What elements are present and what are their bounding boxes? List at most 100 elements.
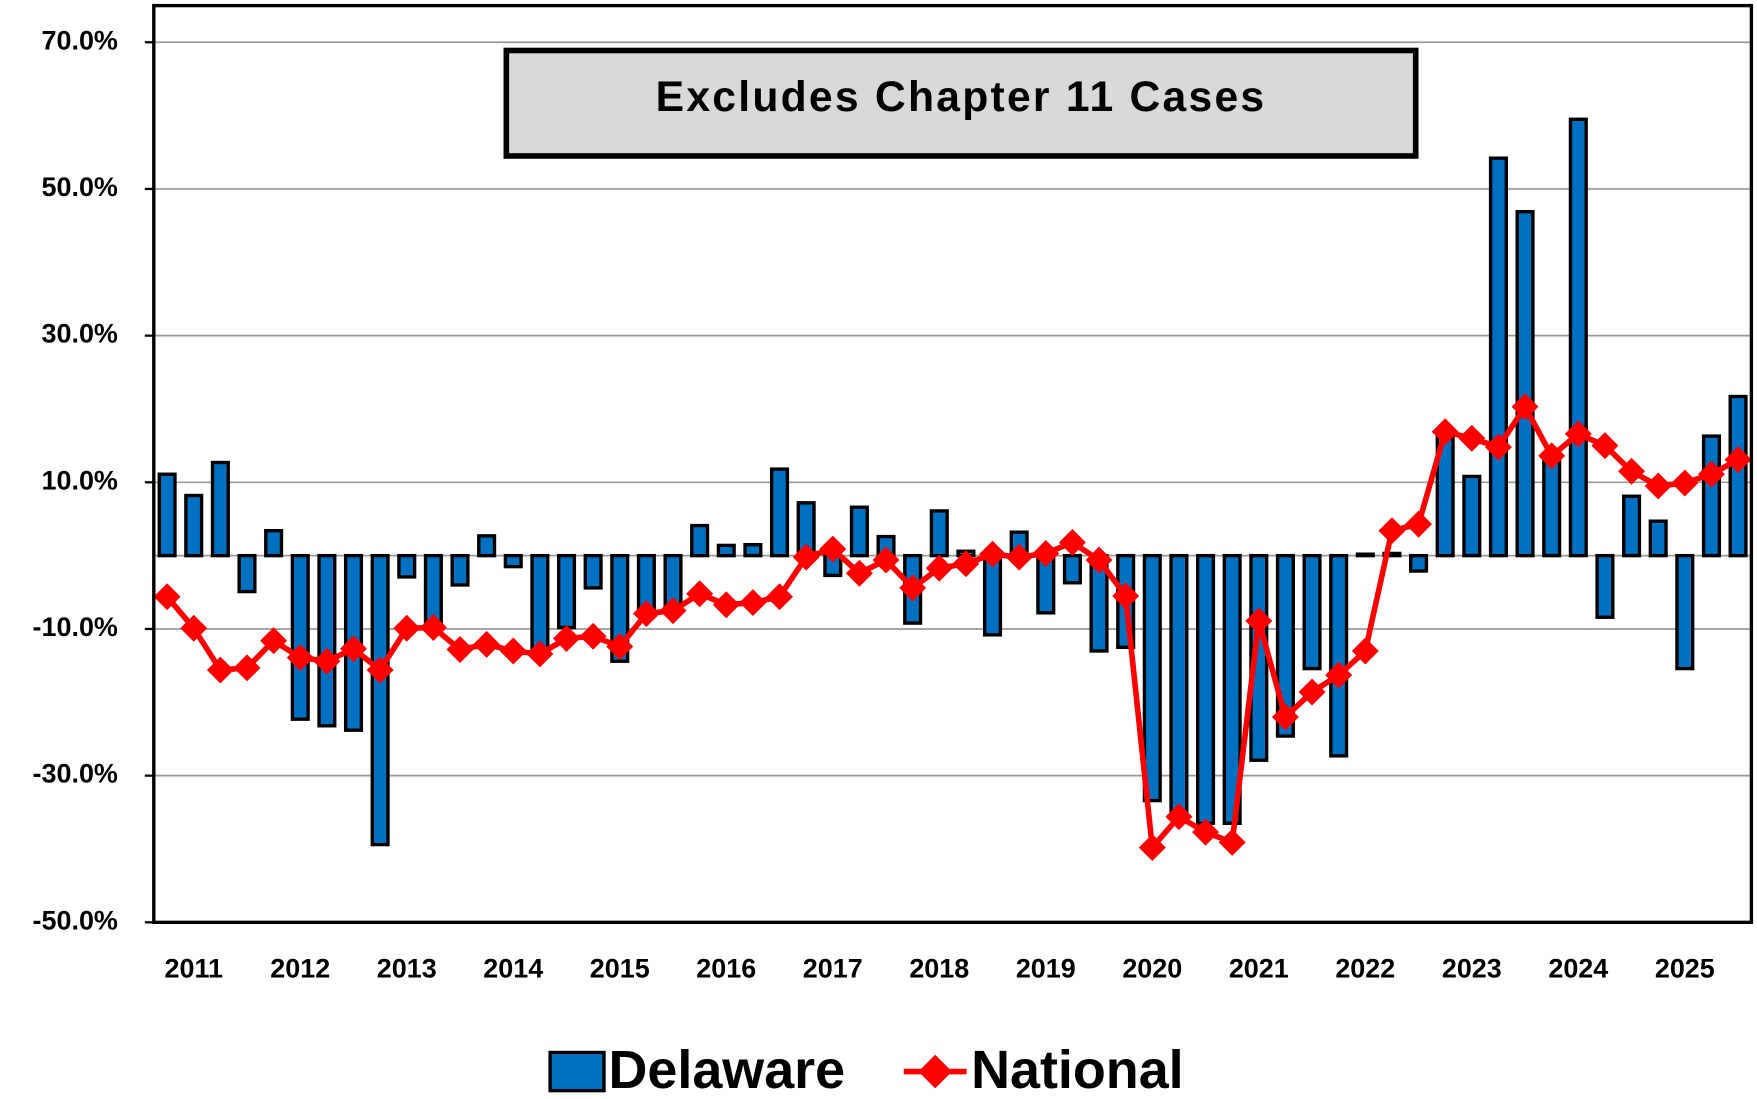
marker xyxy=(340,635,367,663)
bar xyxy=(397,553,417,579)
y-tick-label: 10.0% xyxy=(42,465,118,495)
bar xyxy=(237,553,257,594)
bar xyxy=(1196,553,1216,826)
x-tick-label: 2017 xyxy=(803,954,863,984)
marker xyxy=(979,540,1007,568)
bar xyxy=(690,523,710,558)
plot-frame xyxy=(152,3,1754,925)
marker xyxy=(1085,546,1113,574)
bar xyxy=(1275,553,1295,738)
marker xyxy=(446,636,474,663)
marker xyxy=(1458,424,1486,452)
marker xyxy=(1271,703,1299,731)
x-tick-label: 2018 xyxy=(909,954,969,984)
x-tick-label: 2025 xyxy=(1655,954,1715,984)
x-tick-label: 2014 xyxy=(483,954,543,984)
marker xyxy=(606,633,634,661)
legend-marker xyxy=(918,1054,953,1089)
x-tick-label: 2012 xyxy=(270,954,330,984)
bar xyxy=(1515,210,1535,558)
marker xyxy=(1192,818,1220,846)
marker xyxy=(313,647,341,675)
x-tick-label: 2023 xyxy=(1442,954,1502,984)
bar xyxy=(929,509,949,558)
marker xyxy=(1378,517,1406,545)
marker xyxy=(180,614,208,642)
marker xyxy=(766,583,793,611)
bar xyxy=(849,505,869,558)
y-tick-label: -10.0% xyxy=(33,612,118,642)
bar xyxy=(317,553,337,728)
marker xyxy=(1218,828,1246,856)
bar xyxy=(1488,156,1508,558)
bar xyxy=(583,553,603,590)
bar xyxy=(1355,552,1375,558)
y-tick-label: 70.0% xyxy=(42,25,118,55)
marker xyxy=(1697,460,1725,488)
bar xyxy=(1302,553,1322,671)
bar xyxy=(1409,553,1429,573)
marker xyxy=(819,535,847,563)
bar xyxy=(1169,553,1189,815)
legend-swatch xyxy=(548,1050,606,1093)
bar xyxy=(370,553,390,847)
bar xyxy=(716,543,736,558)
x-tick-label: 2020 xyxy=(1122,954,1182,984)
y-tick-label: -30.0% xyxy=(33,759,118,789)
y-tick-label: 30.0% xyxy=(42,319,118,349)
marker xyxy=(1058,528,1086,556)
marker xyxy=(925,554,953,582)
marker xyxy=(579,622,607,650)
marker xyxy=(499,637,527,665)
marker xyxy=(1484,433,1512,461)
marker xyxy=(366,656,394,684)
bar xyxy=(477,534,497,558)
bar xyxy=(610,553,630,663)
bar xyxy=(423,553,443,624)
bar xyxy=(290,553,310,721)
x-tick-label: 2022 xyxy=(1335,954,1395,984)
x-tick-label: 2011 xyxy=(165,954,223,984)
bar xyxy=(556,553,577,630)
bar xyxy=(1648,519,1668,558)
bar xyxy=(1701,434,1721,558)
annotation-box xyxy=(503,47,1419,159)
marker xyxy=(260,627,288,655)
bar xyxy=(1062,553,1082,585)
legend-label: National xyxy=(971,1040,1184,1094)
bar xyxy=(743,542,763,558)
bar xyxy=(1542,458,1562,558)
marker xyxy=(632,600,660,628)
bar xyxy=(450,553,470,587)
x-tick-label: 2015 xyxy=(590,954,650,984)
x-tick-label: 2016 xyxy=(696,954,756,984)
bar xyxy=(184,493,204,558)
annotation: Excludes Chapter 11 Cases xyxy=(656,73,1267,121)
marker xyxy=(153,583,181,611)
bar xyxy=(1329,553,1349,758)
marker xyxy=(1431,418,1459,446)
bar xyxy=(1728,394,1748,558)
marker xyxy=(1298,678,1326,706)
marker xyxy=(233,654,261,682)
bar xyxy=(1675,553,1695,671)
marker xyxy=(1724,446,1752,474)
bar xyxy=(210,460,230,558)
bar xyxy=(769,467,790,558)
marker xyxy=(1405,510,1433,538)
x-tick-label: 2013 xyxy=(377,954,437,984)
marker xyxy=(1564,420,1592,448)
legend-label: Delaware xyxy=(608,1040,845,1094)
y-tick-label: 50.0% xyxy=(42,172,118,202)
marker xyxy=(899,574,927,602)
marker xyxy=(686,580,714,608)
bar xyxy=(1622,494,1642,558)
bar xyxy=(530,553,550,653)
bar xyxy=(1462,474,1482,558)
bar xyxy=(1568,117,1588,558)
bar xyxy=(1595,553,1615,619)
marker xyxy=(286,644,314,672)
x-tick-label: 2024 xyxy=(1548,954,1608,984)
